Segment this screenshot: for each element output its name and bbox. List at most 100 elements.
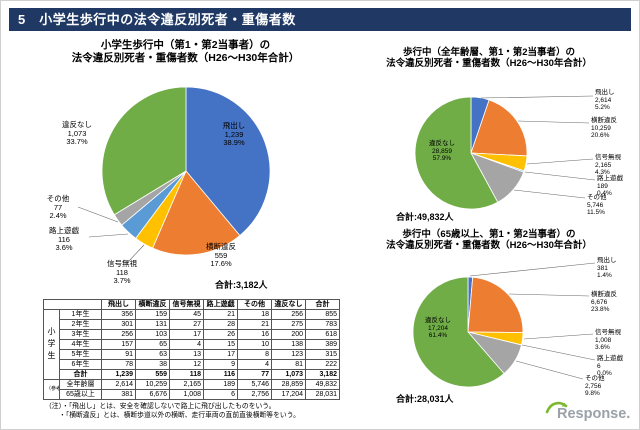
table-cell: 2,165 (169, 379, 204, 390)
table-row: 2年生 301 131 27 28 21 275 783 (44, 319, 340, 330)
table-cell: 4 (237, 359, 272, 370)
label-value: 6,676 (591, 298, 608, 306)
pie-slice-5 (412, 276, 505, 388)
label-value: 559 (214, 250, 228, 260)
table-cell: 12 (169, 359, 204, 370)
table-cell: 256 (101, 329, 136, 340)
table-row-label: 6年生 (59, 359, 102, 370)
table-cell: 2,614 (101, 379, 136, 390)
table-cell: 275 (271, 319, 306, 330)
label-name: 信号無視 (595, 154, 621, 161)
label-pct: 2.4% (49, 211, 67, 220)
table-cell: 1,008 (169, 389, 204, 400)
table-cell: 389 (305, 339, 340, 350)
label-name: 違反なし (425, 317, 451, 324)
pie-chart-all-ages (414, 96, 528, 210)
table-cell: 3,182 (305, 369, 340, 380)
label-pct: 17.6% (210, 259, 232, 268)
table-row-label: 2年生 (59, 319, 102, 330)
table-row: 4年生 157 65 4 15 10 138 389 (44, 339, 340, 350)
pie-label-signal-ignore: 信号無視 2,165 4.3% (595, 154, 621, 177)
pie-label-dart-out: 飛出し 2,614 5.2% (595, 89, 615, 112)
response-swoosh-icon (545, 401, 568, 414)
label-name: 横断違反 (206, 242, 236, 251)
label-value: 189 (597, 182, 608, 190)
table-cell: 356 (101, 309, 136, 320)
table-cell: 2,756 (237, 389, 272, 400)
label-value: 5,746 (587, 201, 604, 209)
label-name: 路上遊戯 (49, 226, 79, 235)
table-row: 3年生 256 103 17 26 16 200 618 (44, 329, 340, 340)
pie-label-street-play: 路上遊戯 116 3.6% (49, 226, 79, 253)
label-name: 横断違反 (591, 117, 617, 124)
pie-label-other: その他 77 2.4% (47, 194, 70, 221)
pie-slice-1 (152, 170, 241, 256)
pie-slice-5 (101, 86, 187, 216)
table-cell: 855 (305, 309, 340, 320)
table-cell: 63 (135, 349, 170, 360)
pie-label-other: その他 5,746 11.5% (587, 194, 607, 217)
pie-chart-seniors (412, 276, 524, 388)
table-row-label: 5年生 (59, 349, 102, 360)
label-name: 横断違反 (591, 291, 617, 298)
table-cell: 4 (169, 339, 204, 350)
table-cell: 65 (135, 339, 170, 350)
label-pct: 3.7% (113, 276, 131, 285)
label-pct: 3.6% (55, 243, 73, 252)
leader-line (515, 360, 584, 380)
table-cell: 256 (271, 309, 306, 320)
table-cell: 222 (305, 359, 340, 370)
label-value: 28,859 (432, 147, 452, 155)
chart-title-line: 小学生歩行中（第1・第2当事者）の (100, 39, 271, 51)
label-pct: 1.4% (597, 272, 612, 279)
label-pct: 20.6% (591, 132, 610, 139)
label-name: 違反なし (62, 120, 92, 129)
label-name: 違反なし (429, 140, 455, 147)
label-value: 2,165 (595, 161, 612, 169)
footnotes: （注）・「飛出し」とは、安全を確認しないで路上に飛び出したものをいう。 ・「横断… (45, 403, 300, 420)
table-cell: 131 (135, 319, 170, 330)
label-pct: 5.2% (595, 104, 610, 111)
table-cell: 21 (203, 309, 238, 320)
table-row-label: 全年齢層 (59, 379, 102, 390)
table-row-label: 65歳以上 (59, 389, 102, 400)
label-value: 17,204 (428, 324, 448, 332)
table-cell: 10 (237, 339, 272, 350)
table-cell: 138 (271, 339, 306, 350)
table-cell: 28,859 (271, 379, 306, 390)
table-cell: 17 (169, 329, 204, 340)
label-value: 381 (597, 264, 608, 272)
table-cell: 783 (305, 319, 340, 330)
table-row: （参考）全年齢・高齢者全年齢層2,61410,2592,1651895,7462… (43, 379, 340, 400)
table-cell: 301 (101, 319, 136, 330)
label-pct: 57.9% (432, 155, 452, 162)
table-cell: 315 (305, 349, 340, 360)
col-header-no-violation: 違反なし (271, 299, 306, 310)
table-cell: 38 (135, 359, 170, 370)
label-value: 2,756 (585, 382, 602, 390)
chart-title-seniors: 歩行中（65歳以上、第1・第2当事者）の 法令違反別死者・重傷者数（H26～H3… (351, 229, 627, 251)
leader-line (469, 262, 596, 277)
response-watermark: Response. (545, 400, 637, 426)
pie-label-no-violation: 違反なし 28,859 57.9% (429, 140, 455, 163)
table-cell: 17,204 (271, 389, 306, 400)
chart-title-line: 歩行中（全年齢層、第1・第2当事者）の (402, 47, 576, 58)
pie-chart-elementary (101, 86, 271, 256)
col-header-signal-ignore: 信号無視 (169, 299, 204, 310)
table-cell: 1,073 (271, 369, 306, 380)
response-logo-text: Response. (557, 406, 631, 422)
table-cell: 77 (237, 369, 272, 380)
col-header-dart-out: 飛出し (101, 299, 136, 310)
col-header-street-play: 路上遊戯 (203, 299, 238, 310)
table-ref-label: （参考）全年齢・高齢者 (43, 379, 60, 400)
pie-slice-1 (467, 276, 524, 334)
table-cell: 103 (135, 329, 170, 340)
label-pct: 61.4% (428, 332, 448, 339)
pie-label-crossing-violation: 横断違反 6,676 23.8% (591, 291, 617, 314)
col-header-crossing-violation: 横断違反 (135, 299, 170, 310)
pie-label-signal-ignore: 信号無視 1,008 3.6% (595, 329, 621, 352)
chart-title-line: 法令違反別死者・重傷者数（H26～H30年合計） (386, 58, 592, 69)
header-bar: 5 小学生歩行中の法令違反別死者・重傷者数 (9, 8, 631, 31)
table-cell: 159 (135, 309, 170, 320)
